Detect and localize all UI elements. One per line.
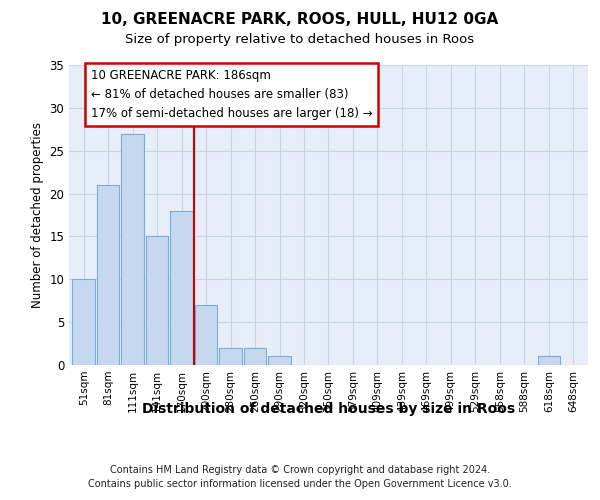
Text: Size of property relative to detached houses in Roos: Size of property relative to detached ho… <box>125 32 475 46</box>
Bar <box>268 356 291 365</box>
Bar <box>220 348 242 365</box>
Text: 10 GREENACRE PARK: 186sqm
← 81% of detached houses are smaller (83)
17% of semi-: 10 GREENACRE PARK: 186sqm ← 81% of detac… <box>91 70 372 120</box>
Bar <box>121 134 144 365</box>
Y-axis label: Number of detached properties: Number of detached properties <box>31 122 44 308</box>
Bar <box>170 210 193 365</box>
Text: Distribution of detached houses by size in Roos: Distribution of detached houses by size … <box>142 402 515 416</box>
Bar <box>73 280 95 365</box>
Bar <box>146 236 169 365</box>
Bar <box>538 356 560 365</box>
Bar <box>244 348 266 365</box>
Text: 10, GREENACRE PARK, ROOS, HULL, HU12 0GA: 10, GREENACRE PARK, ROOS, HULL, HU12 0GA <box>101 12 499 28</box>
Text: Contains HM Land Registry data © Crown copyright and database right 2024.
Contai: Contains HM Land Registry data © Crown c… <box>88 465 512 489</box>
Bar <box>195 305 217 365</box>
Bar <box>97 185 119 365</box>
